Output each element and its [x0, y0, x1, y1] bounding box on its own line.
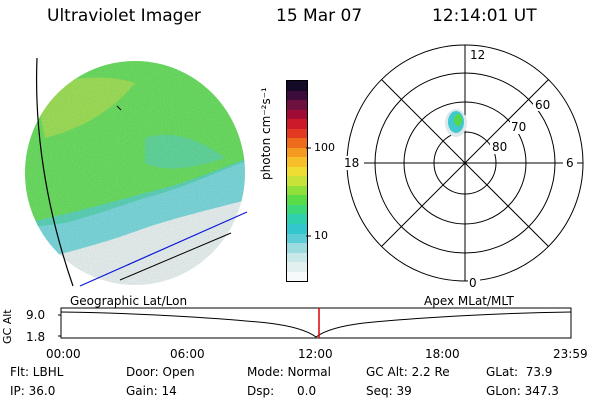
time-tick-2359: 23:59: [553, 347, 588, 361]
colorbar-segment: [287, 90, 307, 101]
lat-label-60: 60: [535, 98, 550, 112]
hour-label-bg-18: [342, 156, 364, 170]
orbit-track-line: [119, 232, 232, 281]
colorbar-segment: [287, 262, 307, 272]
colorbar-segment: [287, 157, 307, 167]
colorbar-segment: [287, 100, 307, 110]
hour-label-bg-6: [563, 156, 577, 170]
footer-gain: Gain: 14: [126, 384, 177, 398]
observation-date: 15 Mar 07: [276, 6, 363, 26]
colorbar-segment: [287, 166, 307, 177]
altitude-plot: [58, 307, 572, 339]
colorbar-segment: [287, 195, 307, 205]
footer-glon: GLon: 347.3: [486, 384, 559, 398]
hour-label-bg-0: [468, 273, 480, 287]
polar-diagonal-2: [381, 79, 549, 247]
footer-mode: Mode: Normal: [247, 365, 331, 379]
footer-flt: Flt: LBHL: [10, 365, 64, 379]
altitude-ytick-9: 9.0: [26, 308, 46, 322]
observation-time: 12:14:01 UT: [432, 6, 537, 26]
hour-label-18: 18: [344, 156, 359, 170]
footer-door: Door: Open: [126, 365, 195, 379]
globe-image: [25, 57, 248, 287]
altitude-curve: [60, 311, 572, 338]
colorbar: [286, 80, 308, 282]
colorbar-segment: [287, 214, 307, 224]
colorbar-segment: [287, 233, 307, 244]
colorbar-unit-label: photon cm⁻²s⁻¹: [259, 87, 273, 180]
colorbar-segment: [287, 204, 307, 215]
time-tick-1800: 18:00: [425, 347, 460, 361]
lat-label-bg-80: [490, 140, 510, 154]
lat-label-80: 80: [492, 140, 507, 154]
colorbar-segment: [287, 223, 307, 234]
colorbar-segment: [287, 119, 307, 129]
time-tick-1200: 12:00: [298, 347, 333, 361]
colorbar-segment: [287, 243, 307, 253]
colorbar-segment: [287, 138, 307, 148]
lat-label-bg-70: [510, 120, 530, 134]
colorbar-segment: [287, 128, 307, 139]
geographic-label: Geographic Lat/Lon: [70, 294, 188, 308]
footer-gc-alt: GC Alt: 2.2 Re: [366, 365, 450, 379]
terminator-line: [79, 211, 248, 287]
small-tick-mark: [116, 105, 122, 111]
footer-seq: Seq: 39: [366, 384, 412, 398]
altitude-ylabel: GC Alt: [1, 309, 14, 344]
colorbar-segment: [287, 109, 307, 120]
lat-label-bg-60: [533, 97, 553, 111]
colorbar-segment: [287, 252, 307, 263]
colorbar-segment: [287, 271, 307, 282]
hour-label-bg-12: [468, 48, 488, 62]
colorbar-segment: [287, 185, 307, 196]
altitude-plot-frame: [60, 307, 572, 339]
footer-glat: GLat: 73.9: [486, 365, 553, 379]
globe-limb-arc: [35, 57, 74, 287]
hour-label-12: 12: [470, 48, 485, 62]
instrument-title: Ultraviolet Imager: [47, 6, 201, 26]
colorbar-ticks: [306, 147, 311, 237]
polar-plot: 12 18 6 0 60 70 80: [342, 44, 584, 290]
colorbar-segment: [287, 176, 307, 186]
footer-ip: IP: 36.0: [10, 384, 56, 398]
time-tick-0600: 06:00: [170, 347, 205, 361]
lat-label-70: 70: [511, 120, 526, 134]
time-tick-0000: 00:00: [46, 347, 81, 361]
footer-dsp: Dsp: 0.0: [247, 384, 317, 398]
colorbar-segment: [287, 81, 307, 91]
hour-label-6: 6: [566, 156, 574, 170]
colorbar-tick-10: 10: [314, 229, 328, 242]
altitude-ytick-1-8: 1.8: [26, 330, 46, 344]
colorbar-tick-100: 100: [314, 141, 335, 154]
hour-label-0: 0: [469, 276, 477, 290]
colorbar-segment: [287, 147, 307, 158]
auroral-spot-green: [454, 114, 462, 126]
apex-label: Apex MLat/MLT: [424, 294, 514, 308]
